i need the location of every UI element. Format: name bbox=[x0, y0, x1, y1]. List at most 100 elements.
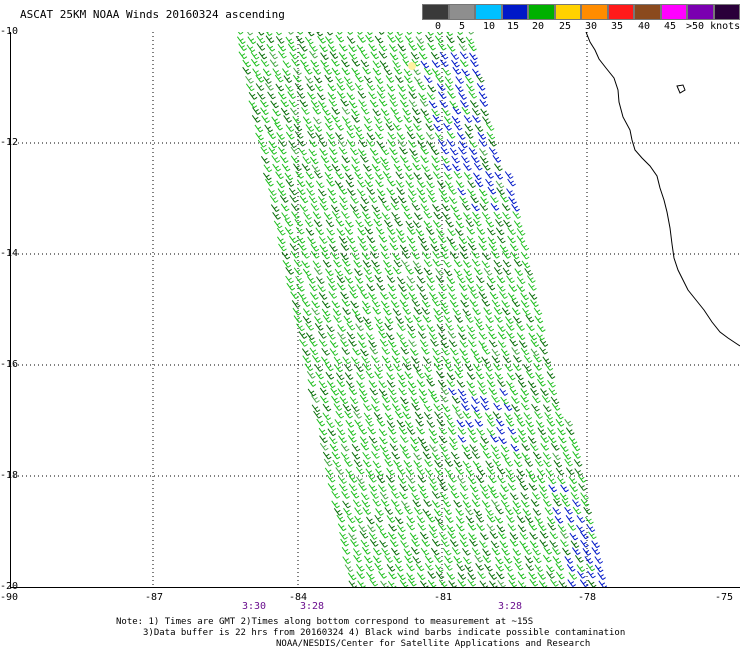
wind-barb bbox=[527, 436, 537, 444]
wind-barb bbox=[446, 44, 456, 52]
wind-barb bbox=[331, 500, 340, 509]
wind-barb bbox=[411, 202, 421, 211]
wind-barb bbox=[333, 259, 342, 268]
lat-label: -20 bbox=[0, 581, 19, 592]
wind-barb bbox=[290, 107, 299, 116]
wind-barb bbox=[468, 43, 477, 52]
wind-barb bbox=[470, 195, 479, 204]
legend-label: 30 bbox=[585, 21, 598, 32]
wind-barb bbox=[398, 284, 407, 292]
wind-barb bbox=[579, 579, 589, 588]
wind-barb bbox=[360, 492, 370, 501]
wind-barb bbox=[246, 44, 256, 53]
wind-barb bbox=[464, 75, 474, 84]
wind-barb bbox=[351, 356, 360, 365]
wind-barb bbox=[387, 92, 397, 101]
wind-barb bbox=[402, 307, 412, 315]
wind-barb bbox=[365, 370, 375, 379]
wind-barb bbox=[268, 188, 277, 196]
wind-barb bbox=[485, 460, 494, 469]
wind-barb bbox=[309, 292, 319, 300]
wind-barb bbox=[331, 106, 341, 115]
wind-barb bbox=[359, 243, 369, 251]
wind-barb bbox=[387, 283, 397, 292]
wind-barb bbox=[490, 540, 500, 549]
wind-barb bbox=[319, 244, 329, 253]
wind-barb bbox=[496, 426, 505, 435]
wind-barb bbox=[365, 34, 374, 43]
wind-barb bbox=[580, 492, 589, 501]
wind-barb bbox=[394, 114, 403, 123]
wind-barb bbox=[461, 403, 470, 411]
wind-barb bbox=[415, 563, 425, 572]
wind-barb bbox=[368, 340, 377, 348]
wind-barb bbox=[322, 259, 332, 268]
wind-barb bbox=[274, 74, 284, 83]
wind-barb bbox=[488, 572, 498, 580]
wind-barb bbox=[467, 242, 477, 251]
wind-barb bbox=[310, 243, 320, 252]
wind-barb bbox=[357, 580, 366, 588]
wind-barb bbox=[428, 332, 438, 340]
wind-barb bbox=[367, 474, 377, 483]
wind-barb bbox=[311, 355, 321, 363]
island-outline bbox=[676, 84, 686, 94]
wind-barb bbox=[376, 188, 386, 197]
wind-barb bbox=[368, 195, 378, 204]
wind-barb bbox=[568, 476, 578, 485]
wind-barb bbox=[499, 291, 508, 299]
wind-barb bbox=[297, 243, 307, 251]
wind-barb bbox=[438, 579, 448, 588]
wind-barb bbox=[389, 443, 399, 452]
wind-barb bbox=[448, 187, 457, 195]
wind-barb bbox=[503, 403, 513, 412]
wind-barb bbox=[391, 403, 401, 412]
lat-label: -10 bbox=[0, 26, 19, 37]
wind-barb bbox=[506, 275, 515, 284]
wind-barb bbox=[477, 132, 487, 140]
wind-barb bbox=[341, 298, 351, 307]
wind-barb bbox=[390, 196, 399, 204]
wind-barb bbox=[438, 532, 448, 540]
wind-barb bbox=[363, 75, 373, 84]
wind-barb bbox=[354, 82, 364, 91]
wind-barb bbox=[353, 124, 363, 133]
wind-barb bbox=[248, 92, 258, 100]
wind-barb bbox=[537, 427, 547, 436]
wind-barb bbox=[406, 515, 416, 524]
wind-barb bbox=[319, 435, 328, 444]
wind-barb bbox=[327, 92, 337, 100]
wind-barb bbox=[423, 259, 433, 268]
wind-barb bbox=[311, 164, 321, 173]
wind-barb bbox=[236, 36, 246, 45]
wind-barb bbox=[528, 474, 538, 483]
wind-barb bbox=[478, 139, 488, 147]
wind-barb bbox=[564, 458, 573, 467]
wind-barb bbox=[397, 84, 406, 92]
wind-barb bbox=[448, 436, 458, 445]
wind-barb bbox=[348, 483, 358, 492]
wind-barb bbox=[571, 443, 581, 452]
wind-barb bbox=[328, 147, 338, 156]
wind-barb bbox=[358, 139, 368, 148]
wind-barb bbox=[423, 499, 432, 507]
wind-barb bbox=[393, 66, 403, 75]
wind-barb bbox=[494, 315, 503, 323]
legend-color-swatch bbox=[634, 4, 661, 20]
wind-barb bbox=[430, 394, 440, 403]
wind-barb bbox=[290, 291, 299, 300]
wind-barb bbox=[316, 418, 326, 427]
wind-barb bbox=[427, 84, 437, 93]
wind-barb bbox=[451, 404, 461, 413]
wind-barb bbox=[494, 171, 504, 180]
wind-barb bbox=[327, 235, 336, 244]
wind-barb bbox=[307, 276, 316, 284]
wind-barb bbox=[392, 60, 401, 68]
wind-barb bbox=[293, 163, 302, 172]
wind-barb bbox=[306, 371, 316, 379]
time-label: 3:28 bbox=[498, 601, 523, 612]
wind-barb bbox=[431, 60, 441, 68]
wind-barb bbox=[404, 506, 413, 515]
wind-barb bbox=[567, 523, 577, 531]
wind-barb bbox=[242, 59, 252, 68]
